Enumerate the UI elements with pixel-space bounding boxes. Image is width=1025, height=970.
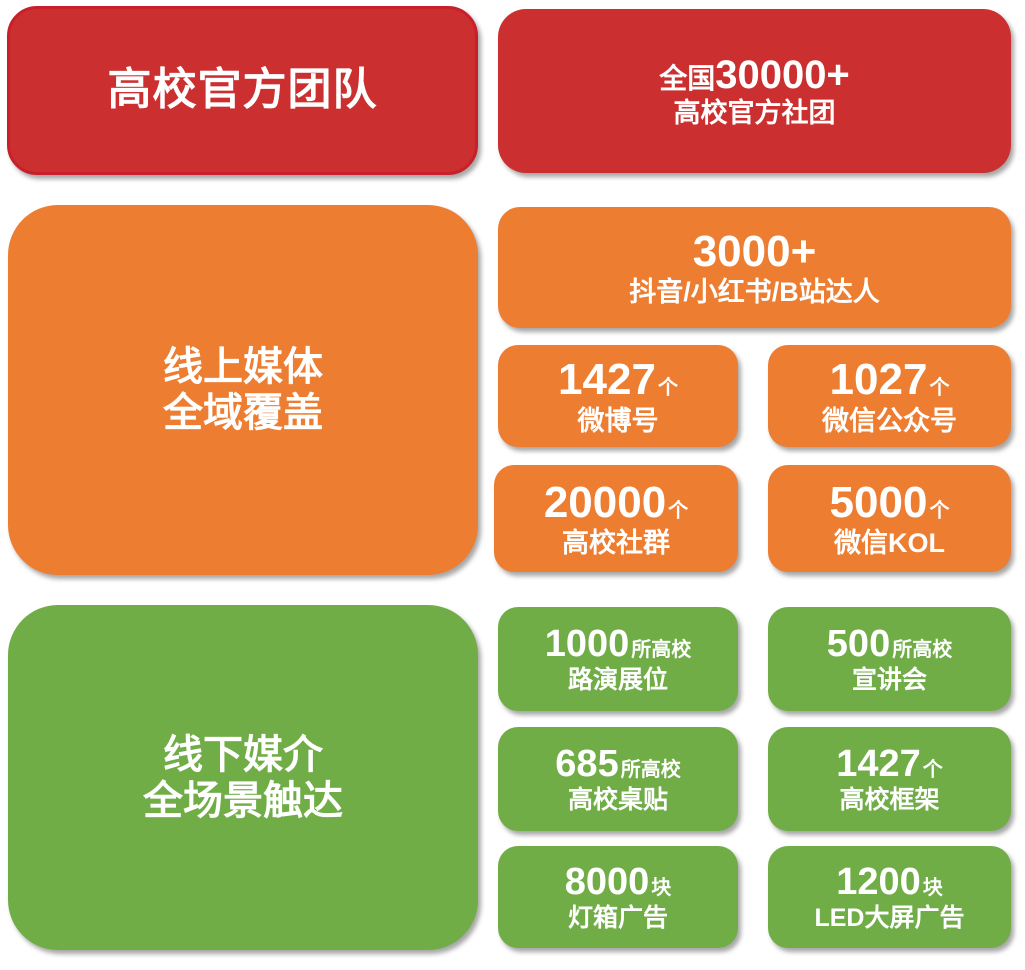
card-unit: 所高校 xyxy=(620,758,681,781)
card-label: 微信KOL xyxy=(834,528,945,559)
card-label: 微信公众号 xyxy=(822,405,957,436)
card-number: 20000 xyxy=(543,477,667,527)
card-unit: 个 xyxy=(657,377,678,400)
card-label: LED大屏广告 xyxy=(814,904,965,933)
card-number: 685 xyxy=(555,742,619,785)
card-label: 高校桌贴 xyxy=(567,786,668,815)
card-number: 8000 xyxy=(564,860,650,903)
card-prefix: 全国 xyxy=(659,63,716,95)
offline-card: 8000 块 灯箱广告 xyxy=(498,846,738,948)
offline-card: 1427 个 高校框架 xyxy=(768,727,1011,831)
card-label: 灯箱广告 xyxy=(567,904,668,933)
offline-title-line2: 全场景触达 xyxy=(143,778,343,823)
online-card: 20000 个 高校社群 xyxy=(494,465,738,572)
card-label: 宣讲会 xyxy=(851,666,927,695)
card-number: 1427 xyxy=(558,355,656,405)
card-unit: 块 xyxy=(651,876,672,899)
online-card: 5000 个 微信KOL xyxy=(768,465,1011,572)
card-unit: 个 xyxy=(922,758,943,781)
online-card: 1427 个 微博号 xyxy=(498,345,738,447)
official-team-title: 高校官方团队 xyxy=(107,65,378,115)
card-label: 高校官方社团 xyxy=(673,98,836,129)
official-clubs-card: 全国30000+ 高校官方社团 xyxy=(498,9,1011,173)
card-number: 1027 xyxy=(829,355,928,405)
card-unit: 所高校 xyxy=(892,638,953,661)
card-number: 1427 xyxy=(836,742,921,785)
card-label: 路演展位 xyxy=(567,666,668,695)
card-label: 高校框架 xyxy=(839,786,940,815)
offline-card: 500 所高校 宣讲会 xyxy=(768,607,1011,711)
card-number: 5000 xyxy=(829,477,928,527)
card-number: 3000+ xyxy=(692,226,817,276)
offline-card: 685 所高校 高校桌贴 xyxy=(498,727,738,831)
online-title-line1: 线上媒体 xyxy=(163,345,323,389)
card-label: 抖音/小红书/B站达人 xyxy=(629,277,880,308)
card-number: 1200 xyxy=(836,860,921,903)
official-team-title-box: 高校官方团队 xyxy=(7,6,478,175)
card-unit: 块 xyxy=(922,876,943,899)
card-unit: 个 xyxy=(929,377,950,400)
card-number: 1000 xyxy=(544,622,630,665)
online-media-title-box: 线上媒体 全域覆盖 xyxy=(8,205,478,575)
offline-title-line1: 线下媒介 xyxy=(163,732,323,777)
offline-media-title-box: 线下媒介 全场景触达 xyxy=(8,605,478,950)
card-label: 微博号 xyxy=(577,405,659,436)
online-influencer-card: 3000+ 抖音/小红书/B站达人 xyxy=(498,207,1011,328)
card-unit: 所高校 xyxy=(631,638,692,661)
card-number: 500 xyxy=(826,622,891,665)
online-card: 1027 个 微信公众号 xyxy=(768,345,1011,447)
online-title-line2: 全域覆盖 xyxy=(163,391,323,435)
card-unit: 个 xyxy=(929,499,950,522)
offline-card: 1000 所高校 路演展位 xyxy=(498,607,738,711)
card-number: 30000+ xyxy=(715,53,850,98)
card-unit: 个 xyxy=(668,499,689,522)
offline-card: 1200 块 LED大屏广告 xyxy=(768,846,1011,948)
card-label: 高校社群 xyxy=(562,528,670,559)
